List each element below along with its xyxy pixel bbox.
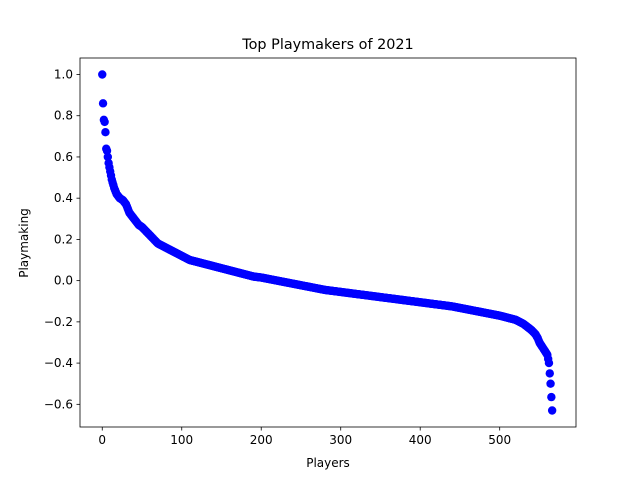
y-tick-label: 0.4 [54, 191, 73, 205]
x-tick-label: 500 [488, 433, 511, 447]
x-axis-label: Players [306, 456, 350, 470]
data-point [547, 406, 557, 415]
plot-frame [79, 57, 577, 428]
y-tick-label: −0.6 [44, 397, 73, 411]
x-axis-ticks: 0 100 200 300 400 500 [98, 427, 511, 447]
data-point [545, 369, 554, 378]
data-points [98, 70, 557, 415]
data-point [98, 99, 108, 108]
y-axis-ticks: −0.6 −0.4 −0.2 0.0 0.2 0.4 0.6 0.8 1.0 [44, 67, 80, 411]
x-tick-label: 200 [250, 433, 273, 447]
data-point [103, 152, 113, 162]
data-point [546, 379, 555, 388]
y-tick-label: 0.6 [54, 150, 73, 164]
data-point [100, 117, 109, 127]
data-point [98, 70, 107, 79]
x-tick-label: 300 [329, 433, 352, 447]
y-tick-label: 0.0 [54, 274, 73, 288]
y-tick-label: −0.4 [44, 356, 73, 370]
data-point [101, 128, 110, 137]
data-point [544, 358, 554, 368]
y-axis-label: Playmaking [17, 208, 31, 278]
x-tick-label: 400 [409, 433, 432, 447]
x-tick-label: 0 [98, 433, 106, 447]
data-point [547, 392, 556, 402]
y-tick-label: 0.2 [54, 232, 73, 246]
y-tick-label: 1.0 [54, 67, 73, 81]
data-point [102, 146, 112, 155]
y-tick-label: −0.2 [44, 315, 73, 329]
y-tick-label: 0.8 [54, 109, 73, 123]
x-tick-label: 100 [170, 433, 193, 447]
chart-title: Top Playmakers of 2021 [241, 37, 413, 53]
